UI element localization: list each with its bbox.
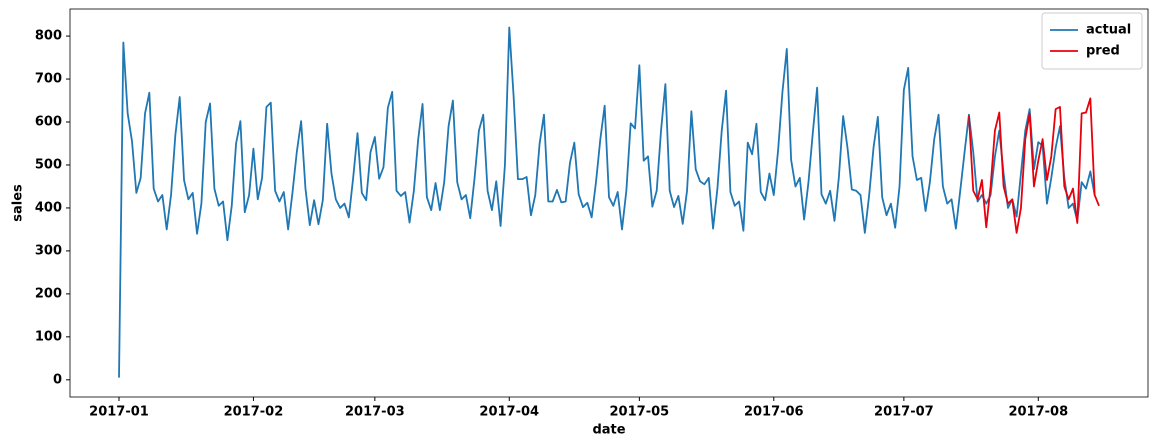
legend-label: actual [1086,23,1131,38]
legend-box [1041,12,1143,70]
plot-frame [69,8,1149,398]
legend-label: pred [1086,44,1120,59]
y-tick-label: 100 [35,329,62,344]
x-axis-label: date [592,423,625,438]
y-tick-label: 0 [53,372,62,387]
series-line [118,26,1096,378]
series-line [968,97,1100,234]
y-axis-label: sales [11,184,26,222]
y-tick-label: 800 [35,29,62,44]
x-tick-label: 2017-08 [1008,405,1068,420]
y-tick-label: 500 [35,157,62,172]
y-tick-label: 200 [35,286,62,301]
y-tick-label: 600 [35,115,62,130]
x-tick-label: 2017-03 [345,405,405,420]
x-tick-label: 2017-04 [479,405,539,420]
x-tick-label: 2017-01 [89,405,149,420]
y-tick-label: 700 [35,72,62,87]
x-tick-label: 2017-05 [610,405,670,420]
x-tick-label: 2017-06 [744,405,804,420]
y-tick-label: 400 [35,200,62,215]
y-tick-label: 300 [35,243,62,258]
x-tick-label: 2017-07 [874,405,934,420]
x-tick-label: 2017-02 [224,405,284,420]
